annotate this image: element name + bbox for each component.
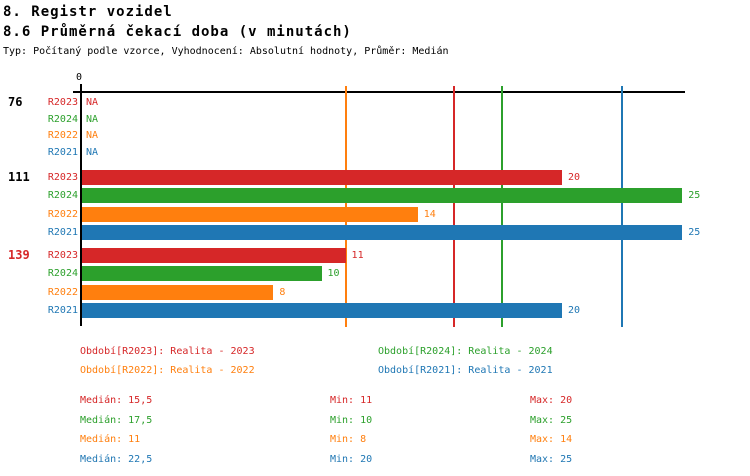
row-label-R2022: R2022 (47, 130, 78, 141)
bar-R2023 (82, 248, 346, 263)
bar-value-label-R2022: 8 (279, 287, 286, 298)
stat-median-R2022: Medián: 11 (80, 434, 141, 445)
median-line-R2024 (500, 86, 503, 327)
stat-min-R2021: Min: 20 (330, 454, 373, 465)
stat-max-R2022: Max: 14 (530, 434, 573, 445)
stat-max-R2023: Max: 20 (530, 395, 573, 406)
row-label-R2021: R2021 (47, 227, 78, 238)
na-label-R2023: NA (86, 97, 99, 108)
bar-value-label-R2022: 14 (423, 209, 436, 220)
median-line-R2023 (452, 86, 455, 327)
bar-R2024 (82, 188, 683, 203)
bar-value-label-R2023: 11 (351, 250, 364, 261)
na-label-R2024: NA (86, 114, 99, 125)
row-label-R2022: R2022 (47, 287, 78, 298)
stat-max-R2024: Max: 25 (530, 415, 573, 426)
row-label-R2021: R2021 (47, 305, 78, 316)
bar-value-label-R2021: 25 (688, 227, 701, 238)
bar-R2021 (82, 303, 562, 318)
median-line-R2022 (344, 86, 347, 327)
legend-item-R2023: Období[R2023]: Realita - 2023 (80, 346, 255, 357)
group-label: 139 (8, 248, 30, 262)
row-label-R2024: R2024 (47, 190, 78, 201)
bar-value-label-R2024: 25 (688, 190, 701, 201)
row-label-R2023: R2023 (47, 172, 78, 183)
bar-R2022 (82, 285, 274, 300)
bar-value-label-R2024: 10 (327, 268, 340, 279)
legend-item-R2022: Období[R2022]: Realita - 2022 (80, 365, 255, 376)
stat-median-R2021: Medián: 22,5 (80, 454, 153, 465)
row-label-R2024: R2024 (47, 268, 78, 279)
na-label-R2022: NA (86, 130, 99, 141)
bar-value-label-R2023: 20 (568, 172, 581, 183)
stat-max-R2021: Max: 25 (530, 454, 573, 465)
group-label: 76 (8, 95, 23, 109)
y-axis-line (80, 84, 82, 326)
median-line-R2021 (621, 86, 624, 327)
na-label-R2021: NA (86, 147, 99, 158)
report-title: 8. Registr vozidel (3, 4, 173, 20)
legend-item-R2024: Období[R2024]: Realita - 2024 (378, 346, 553, 357)
bar-R2022 (82, 207, 418, 222)
report-subtitle: 8.6 Průměrná čekací doba (v minutách) (3, 24, 352, 40)
row-label-R2024: R2024 (47, 114, 78, 125)
report-meta: Typ: Počítaný podle vzorce, Vyhodnocení:… (3, 46, 449, 57)
stat-min-R2022: Min: 8 (330, 434, 367, 445)
bar-value-label-R2021: 20 (568, 305, 581, 316)
legend-item-R2021: Období[R2021]: Realita - 2021 (378, 365, 553, 376)
x-axis-origin-label: 0 (76, 72, 83, 83)
x-axis-line (73, 91, 685, 93)
group-label: 111 (8, 170, 30, 184)
bar-R2024 (82, 266, 322, 281)
row-label-R2023: R2023 (47, 97, 78, 108)
stat-min-R2024: Min: 10 (330, 415, 373, 426)
stat-min-R2023: Min: 11 (330, 395, 373, 406)
stat-median-R2023: Medián: 15,5 (80, 395, 153, 406)
row-label-R2021: R2021 (47, 147, 78, 158)
bar-R2023 (82, 170, 562, 185)
stat-median-R2024: Medián: 17,5 (80, 415, 153, 426)
row-label-R2023: R2023 (47, 250, 78, 261)
bar-R2021 (82, 225, 683, 240)
row-label-R2022: R2022 (47, 209, 78, 220)
